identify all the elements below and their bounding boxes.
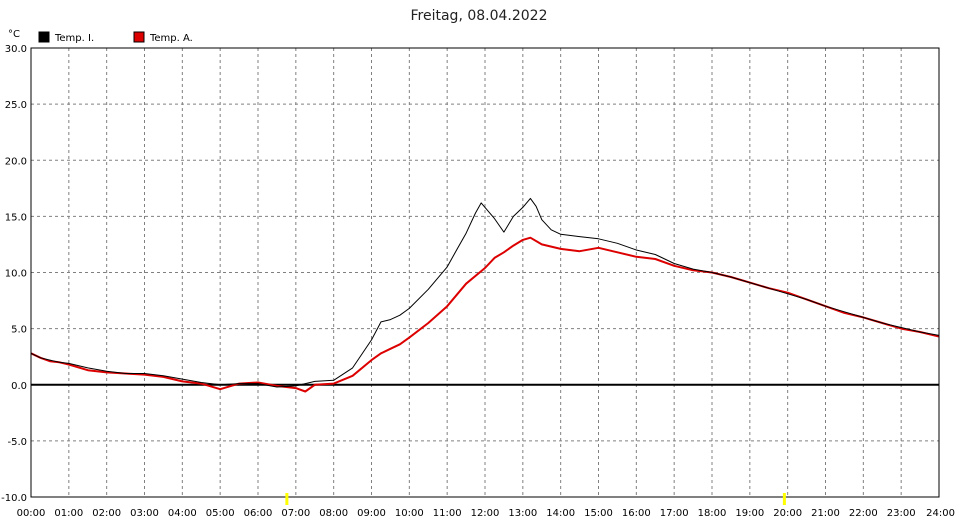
x-tick-label: 10:00 [395, 508, 424, 519]
x-tick-label: 15:00 [584, 508, 613, 519]
x-tick-label: 17:00 [660, 508, 689, 519]
x-tick-label: 19:00 [735, 508, 764, 519]
x-tick-label: 05:00 [206, 508, 235, 519]
x-tick-label: 03:00 [130, 508, 159, 519]
x-tick-label: 09:00 [357, 508, 386, 519]
y-tick-label: 25.0 [5, 100, 27, 111]
y-tick-label: 15.0 [5, 212, 27, 223]
time-marker [782, 493, 786, 505]
plot-frame [30, 47, 940, 498]
x-tick-label: 14:00 [546, 508, 575, 519]
legend-swatch-temp-a [133, 31, 145, 43]
x-tick-label: 21:00 [811, 508, 840, 519]
chart-title: Freitag, 08.04.2022 [411, 8, 548, 24]
x-tick-label: 20:00 [773, 508, 802, 519]
x-tick-label: 07:00 [281, 508, 310, 519]
y-tick-label: 30.0 [5, 44, 27, 55]
x-tick-label: 00:00 [17, 508, 46, 519]
legend-label-temp-i: Temp. I. [54, 33, 94, 44]
x-tick-label: 12:00 [471, 508, 500, 519]
time-markers [285, 493, 786, 505]
x-tick-label: 11:00 [433, 508, 462, 519]
legend: Temp. I. Temp. A. [38, 31, 193, 44]
x-tick-label: 01:00 [54, 508, 83, 519]
legend-swatch-temp-i [38, 31, 50, 43]
grid [31, 48, 939, 497]
x-tick-label: 24:00 [926, 508, 955, 519]
y-axis-ticks: 30.0 25.0 20.0 15.0 10.0 5.0 0.0 -5.0 -10.0 [1, 44, 27, 504]
y-tick-label: -10.0 [1, 493, 27, 504]
series-layer [30, 197, 940, 393]
x-tick-label: 02:00 [92, 508, 121, 519]
y-tick-label: 0.0 [11, 381, 27, 392]
y-tick-label: 10.0 [5, 269, 27, 280]
x-tick-label: 22:00 [849, 508, 878, 519]
time-marker [285, 493, 289, 505]
x-axis-ticks: 00:00 01:00 02:00 03:00 04:00 05:00 06:00 07:00… [17, 508, 955, 519]
x-tick-label: 13:00 [508, 508, 537, 519]
y-tick-label: 5.0 [11, 325, 27, 336]
x-tick-label: 04:00 [168, 508, 197, 519]
legend-label-temp-a: Temp. A. [149, 33, 193, 44]
x-tick-label: 08:00 [319, 508, 348, 519]
series-line-temp-i [30, 197, 940, 388]
x-tick-label: 16:00 [622, 508, 651, 519]
y-axis-unit: °C [8, 29, 20, 40]
x-tick-label: 18:00 [698, 508, 727, 519]
x-tick-label: 06:00 [244, 508, 273, 519]
y-tick-label: 20.0 [5, 156, 27, 167]
x-tick-label: 23:00 [887, 508, 916, 519]
y-tick-label: -5.0 [7, 437, 27, 448]
